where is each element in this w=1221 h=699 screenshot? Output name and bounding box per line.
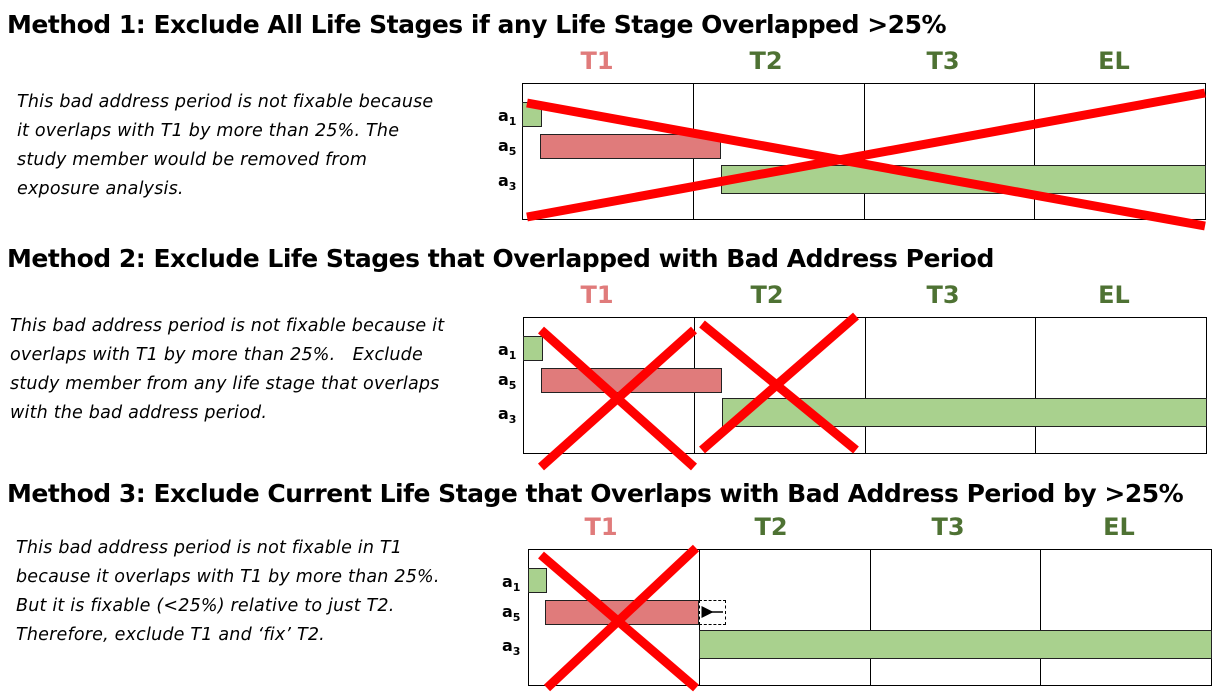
exclude-cross-stroke bbox=[526, 98, 1206, 231]
row-label-a5: a5 bbox=[498, 370, 517, 393]
stage-label-t1: T1 bbox=[580, 281, 614, 309]
method-2-description: This bad address period is not fixable b… bbox=[10, 316, 445, 423]
stage-divider bbox=[865, 318, 866, 453]
exclude-cross-stroke bbox=[526, 88, 1206, 222]
stage-label-t3: T3 bbox=[926, 47, 960, 75]
stage-divider bbox=[870, 550, 871, 685]
row-label-a5: a5 bbox=[498, 136, 517, 159]
bad-address-bar-a5 bbox=[540, 134, 721, 159]
stage-label-t3: T3 bbox=[931, 513, 965, 541]
row-label-a1: a1 bbox=[498, 106, 517, 129]
row-label-a3: a3 bbox=[498, 404, 517, 427]
exclude-cross-stroke bbox=[537, 326, 698, 471]
method-1-title: Method 1: Exclude All Life Stages if any… bbox=[7, 10, 947, 39]
stage-label-t1: T1 bbox=[584, 513, 618, 541]
stage-label-t1: T1 bbox=[580, 47, 614, 75]
stage-divider bbox=[1034, 84, 1035, 219]
row-label-a3: a3 bbox=[498, 171, 517, 194]
method-1-description: This bad address period is not fixable b… bbox=[17, 92, 434, 199]
stage-divider bbox=[1040, 550, 1041, 685]
address-bar-a1 bbox=[523, 336, 543, 361]
stage-label-el: EL bbox=[1103, 513, 1135, 541]
stage-label-t2: T2 bbox=[749, 47, 783, 75]
exclude-cross-stroke bbox=[543, 544, 700, 692]
method-2-title: Method 2: Exclude Life Stages that Overl… bbox=[7, 244, 994, 273]
method-3-description: This bad address period is not fixable i… bbox=[16, 538, 440, 645]
stage-label-t2: T2 bbox=[750, 281, 784, 309]
address-bar-a3 bbox=[699, 630, 1212, 659]
stage-label-t3: T3 bbox=[926, 281, 960, 309]
exclude-cross-stroke bbox=[699, 312, 859, 454]
row-label-a5: a5 bbox=[502, 602, 521, 625]
stage-label-el: EL bbox=[1098, 281, 1130, 309]
stage-divider bbox=[1035, 318, 1036, 453]
row-label-a1: a1 bbox=[502, 572, 521, 595]
row-label-a1: a1 bbox=[498, 340, 517, 363]
stage-label-t2: T2 bbox=[754, 513, 788, 541]
stage-label-el: EL bbox=[1098, 47, 1130, 75]
row-label-a3: a3 bbox=[502, 636, 521, 659]
address-bar-a1 bbox=[528, 568, 547, 593]
method-3-title: Method 3: Exclude Current Life Stage tha… bbox=[7, 479, 1184, 508]
